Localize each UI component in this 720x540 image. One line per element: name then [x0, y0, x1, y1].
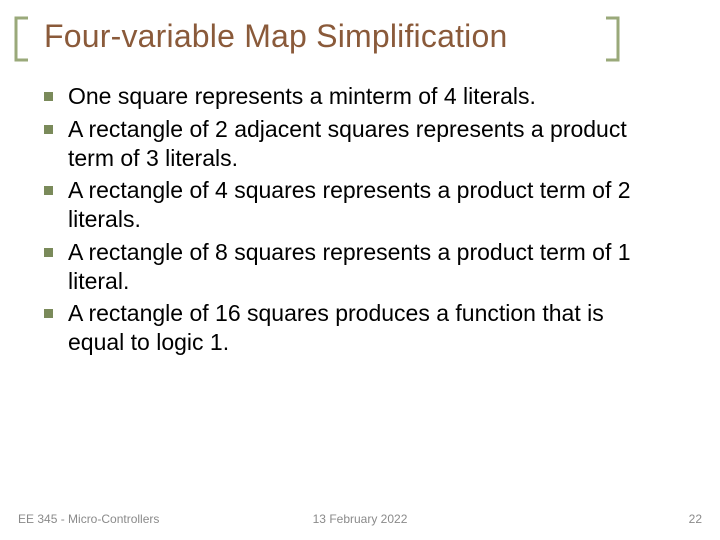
- bullet-square-icon: [44, 176, 68, 195]
- bullet-square-icon: [44, 115, 68, 134]
- bullet-text: A rectangle of 2 adjacent squares repres…: [68, 115, 660, 173]
- bullet-text: A rectangle of 16 squares produces a fun…: [68, 299, 660, 357]
- bullet-text: One square represents a minterm of 4 lit…: [68, 82, 536, 111]
- list-item: A rectangle of 4 squares represents a pr…: [44, 176, 660, 234]
- list-item: A rectangle of 16 squares produces a fun…: [44, 299, 660, 357]
- slide-title: Four-variable Map Simplification: [44, 18, 590, 55]
- slide: Four-variable Map Simplification One squ…: [0, 0, 720, 540]
- list-item: A rectangle of 8 squares represents a pr…: [44, 238, 660, 296]
- bullet-square-icon: [44, 299, 68, 318]
- title-bracket-right-icon: [604, 16, 620, 67]
- footer-date: 13 February 2022: [313, 512, 408, 526]
- title-container: Four-variable Map Simplification: [44, 18, 590, 55]
- footer-course-label: EE 345 - Micro-Controllers: [18, 512, 159, 526]
- bullet-square-icon: [44, 82, 68, 101]
- list-item: One square represents a minterm of 4 lit…: [44, 82, 660, 111]
- bullet-list: One square represents a minterm of 4 lit…: [44, 82, 660, 361]
- bullet-text: A rectangle of 8 squares represents a pr…: [68, 238, 660, 296]
- title-bracket-left-icon: [14, 16, 30, 67]
- footer-page-number: 22: [689, 512, 702, 526]
- bullet-square-icon: [44, 238, 68, 257]
- bullet-text: A rectangle of 4 squares represents a pr…: [68, 176, 660, 234]
- footer: EE 345 - Micro-Controllers 13 February 2…: [18, 512, 702, 526]
- list-item: A rectangle of 2 adjacent squares repres…: [44, 115, 660, 173]
